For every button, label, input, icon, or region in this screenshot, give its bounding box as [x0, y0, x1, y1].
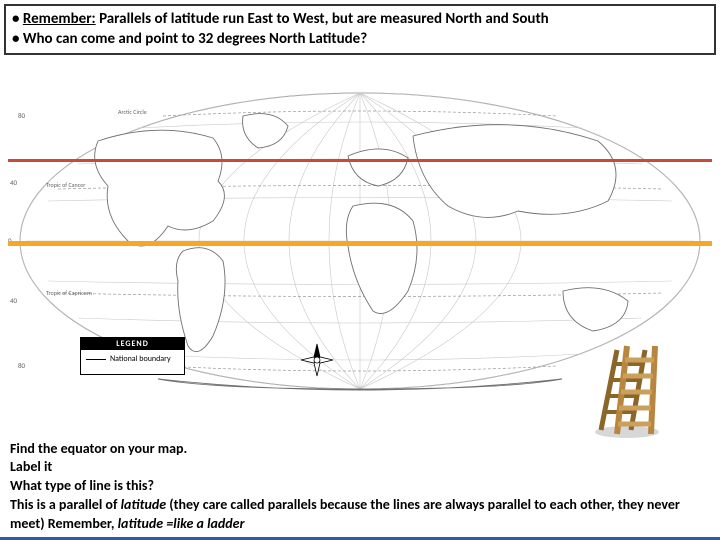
tropic-capricorn-label: Tropic of Capricorn [46, 289, 92, 297]
lat-label-80n: 80 [18, 111, 25, 120]
tropic-cancer-label: Tropic of Cancer [46, 181, 85, 189]
map-legend: LEGEND National boundary [80, 337, 185, 375]
footer-line-3: What type of line is this? [10, 477, 710, 496]
legend-row-1: National boundary [81, 350, 184, 368]
footer-l4b: latitude [121, 496, 167, 513]
lat-label-40s: 40 [10, 296, 17, 305]
footer-line-2: Label it [10, 458, 710, 477]
header-line-1: • Remember: Parallels of latitude run Ea… [12, 10, 708, 30]
legend-line-icon [86, 359, 106, 360]
footer-l4d: latitude =like a ladder [118, 515, 245, 532]
footer-text-block: Find the equator on your map. Label it W… [4, 438, 716, 536]
legend-title: LEGEND [81, 338, 184, 350]
bullet-1: • [12, 10, 23, 28]
ladder-icon [587, 344, 665, 444]
equator-highlight-line [8, 241, 712, 246]
target-latitude-line [8, 159, 712, 162]
footer-l4a: This is a parallel of [10, 496, 121, 513]
remember-label: Remember: [23, 10, 96, 28]
header-line-1-rest: Parallels of latitude run East to West, … [96, 10, 549, 28]
header-box: • Remember: Parallels of latitude run Ea… [4, 4, 716, 55]
compass-rose-icon [300, 343, 334, 382]
header-line-2: • Who can come and point to 32 degrees N… [12, 30, 708, 50]
lat-label-40n: 40 [10, 178, 17, 187]
legend-item-1: National boundary [110, 354, 171, 364]
arctic-label: Arctic Circle [118, 108, 147, 116]
footer-line-4: This is a parallel of latitude (they car… [10, 496, 710, 534]
lat-label-80s: 80 [18, 361, 25, 370]
